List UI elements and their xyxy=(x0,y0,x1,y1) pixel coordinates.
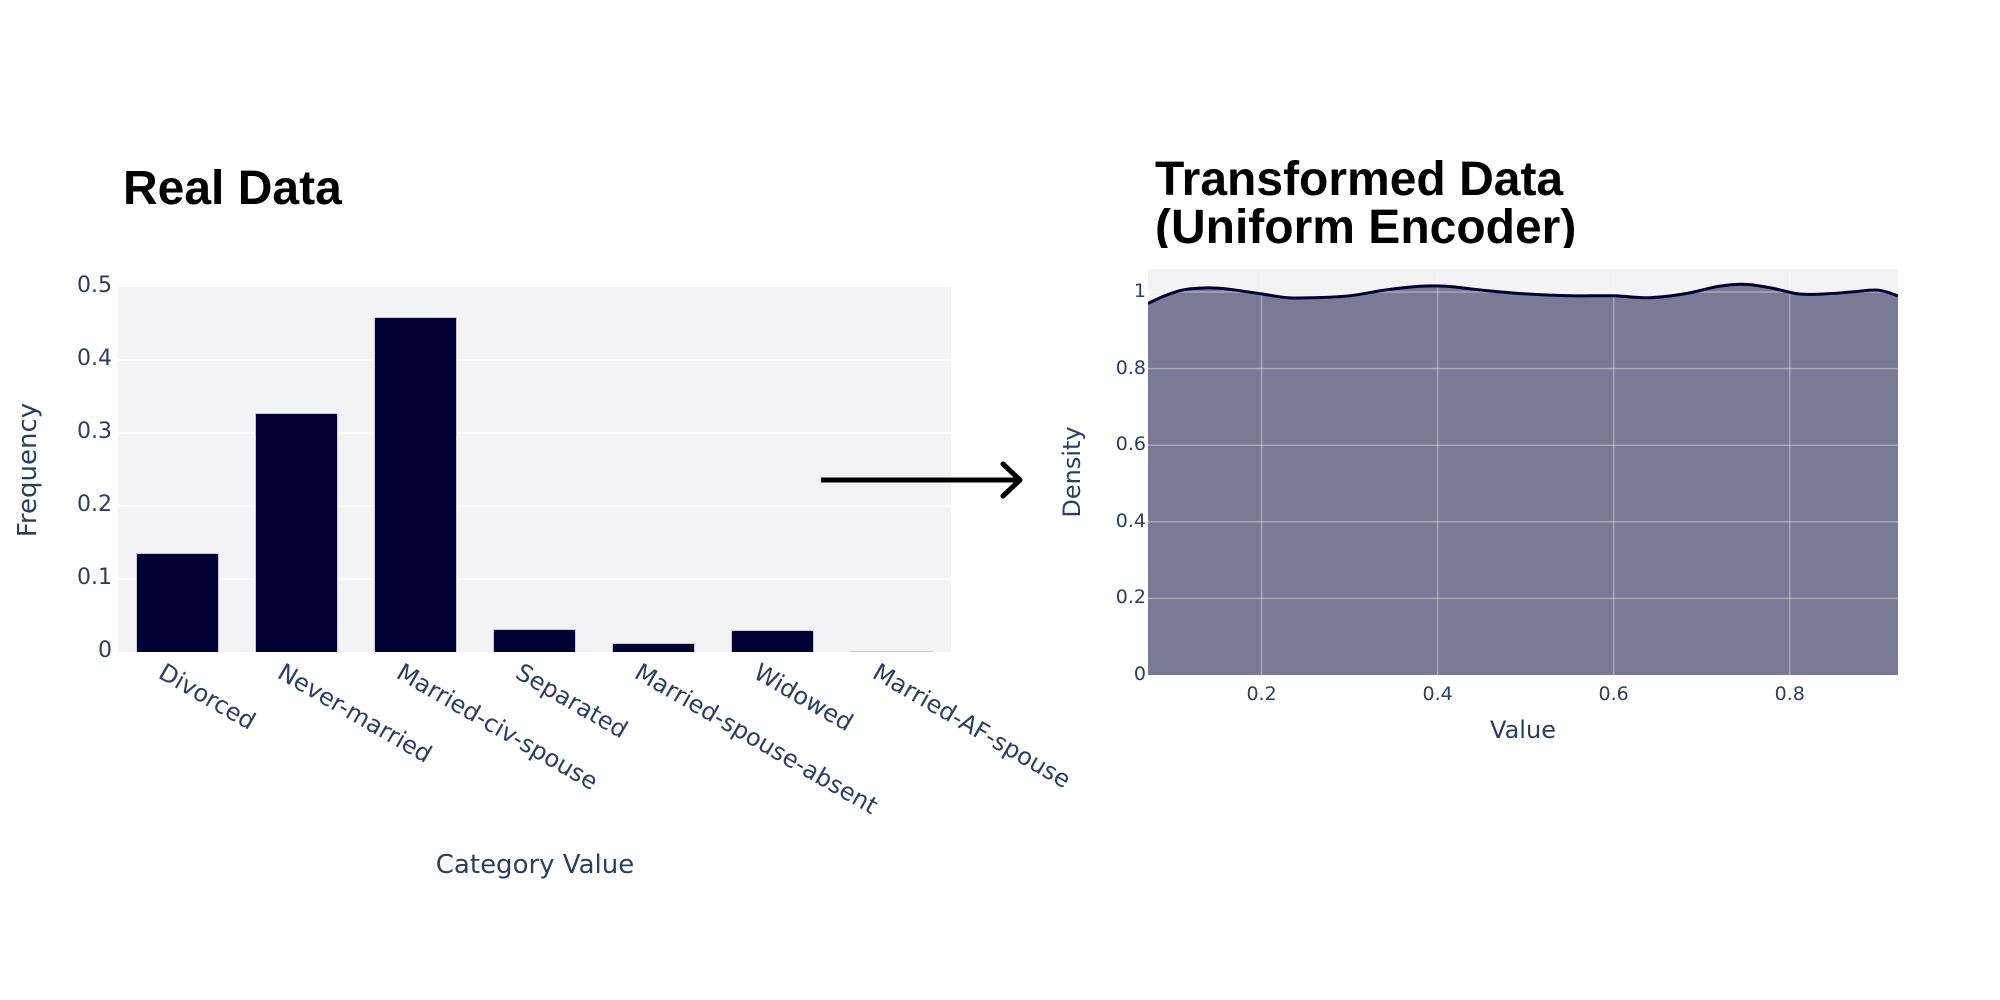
bar[interactable] xyxy=(492,629,577,652)
arrow-right-icon xyxy=(815,460,1030,502)
bar[interactable] xyxy=(730,630,815,652)
right-y-axis-title: Density xyxy=(1058,426,1086,518)
left-y-tick: 0.3 xyxy=(77,419,112,444)
density-line xyxy=(1148,282,1898,305)
right-plot-area xyxy=(1148,269,1898,675)
left-gridline xyxy=(118,505,951,507)
right-y-tick: 0 xyxy=(1133,663,1146,685)
density-area xyxy=(1148,284,1898,675)
bar[interactable] xyxy=(254,413,339,652)
left-chart-title: Real Data xyxy=(123,162,342,215)
left-x-axis-title: Category Value xyxy=(435,850,635,880)
bar[interactable] xyxy=(373,316,458,652)
left-y-tick: 0.5 xyxy=(77,273,112,298)
bar[interactable] xyxy=(849,651,934,652)
bar[interactable] xyxy=(135,552,220,652)
left-gridline xyxy=(118,578,951,580)
left-y-tick: 0.2 xyxy=(77,492,112,517)
category-label: Divorced xyxy=(153,658,260,736)
left-y-tick: 0 xyxy=(98,638,112,663)
right-y-tick: 0.2 xyxy=(1115,586,1146,609)
right-y-tick: 0.8 xyxy=(1115,356,1146,379)
right-chart-title-line1: Transformed Data xyxy=(1155,156,1564,206)
right-chart-title: Transformed Data (Uniform Encoder) xyxy=(1155,156,1576,248)
right-x-tick: 0.8 xyxy=(1774,683,1805,705)
left-y-axis-title: Frequency xyxy=(13,402,43,538)
left-gridline xyxy=(118,432,951,434)
right-y-tick: 0.4 xyxy=(1115,509,1146,532)
bar[interactable] xyxy=(611,642,696,652)
left-gridline xyxy=(118,359,951,361)
right-x-tick: 0.6 xyxy=(1598,683,1629,705)
left-y-tick: 0.4 xyxy=(77,346,112,371)
category-label: Widowed xyxy=(748,658,858,737)
category-label: Married-civ-spouse xyxy=(391,658,603,796)
category-label: Married-AF-spouse xyxy=(867,658,1075,794)
right-y-tick: 1 xyxy=(1133,279,1146,302)
left-y-tick: 0.1 xyxy=(77,565,112,590)
right-x-tick: 0.4 xyxy=(1422,683,1453,705)
right-x-axis-title: Value xyxy=(1490,716,1556,744)
right-x-tick: 0.2 xyxy=(1246,683,1277,705)
right-chart-title-line2: (Uniform Encoder) xyxy=(1155,201,1577,249)
left-plot-area xyxy=(118,287,951,652)
left-x-axis-labels: Divorced Never-married Married-civ-spouse S… xyxy=(0,650,1085,850)
right-y-tick: 0.6 xyxy=(1115,433,1146,456)
